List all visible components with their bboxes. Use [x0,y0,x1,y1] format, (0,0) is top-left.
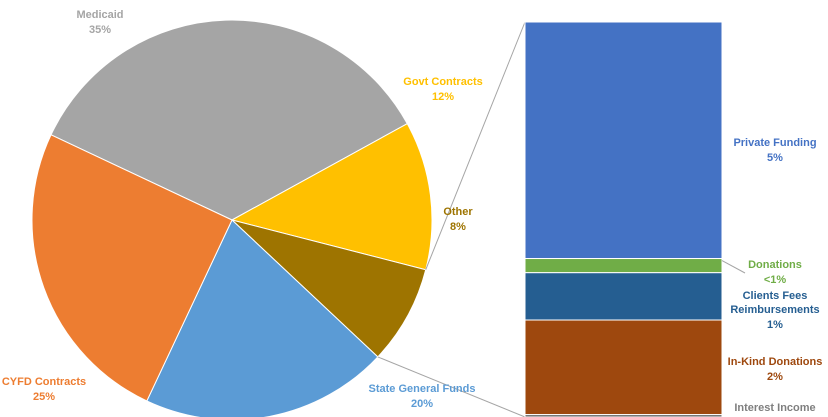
bar-segment-clients-fees-reimbursements [524,272,723,321]
pie-value-cyfd-contracts: 25% [33,391,55,403]
connector-bottom [377,356,526,417]
bar-label-clients-fees-reimbursements-line1: Clients Fees [743,290,808,302]
pie-label-state-general-funds: State General Funds [369,383,476,395]
pie-slice-other [231,219,427,358]
pie-value-state-general-funds: 20% [411,398,433,410]
pie-slice-govt-contracts [230,122,433,271]
stacked-bar-chart [524,21,723,417]
pie-label-govt-contracts: Govt Contracts [403,76,482,88]
bar-label-interest-income: Interest Income [734,402,815,414]
pie-label-cyfd-contracts: CYFD Contracts [2,376,86,388]
chart-labels: Medicaid 35% Govt Contracts 12% Other 8% State… [2,9,823,414]
pie-value-medicaid: 35% [89,24,111,36]
connector-top [425,21,526,270]
leader-line-donations [721,260,746,274]
pie-value-govt-contracts: 12% [432,91,454,103]
bar-segment-private-funding [524,21,723,260]
pie-slice-state-general-funds [146,219,379,417]
bar-label-clients-fees-reimbursements-line2: Reimbursements [730,304,819,316]
bar-label-donations: Donations [748,259,802,271]
bar-value-clients-fees-reimbursements: 1% [767,319,783,331]
pie-label-other: Other [443,206,473,218]
bar-value-donations: <1% [764,274,787,286]
pie-to-bar-connectors [377,21,526,417]
bar-segment-interest-income [524,414,723,417]
bar-label-in-kind-donations: In-Kind Donations [728,356,823,368]
pie-chart [31,19,433,417]
pie-value-other: 8% [450,221,466,233]
pie-slice-medicaid [50,19,408,221]
bar-value-in-kind-donations: 2% [767,371,783,383]
pie-label-medicaid: Medicaid [76,9,123,21]
bar-label-private-funding: Private Funding [733,137,816,149]
bar-segment-donations [524,258,723,274]
pie-slice-cyfd-contracts [31,134,233,402]
bar-segment-in-kind-donations [524,319,723,416]
bar-value-private-funding: 5% [767,152,783,164]
